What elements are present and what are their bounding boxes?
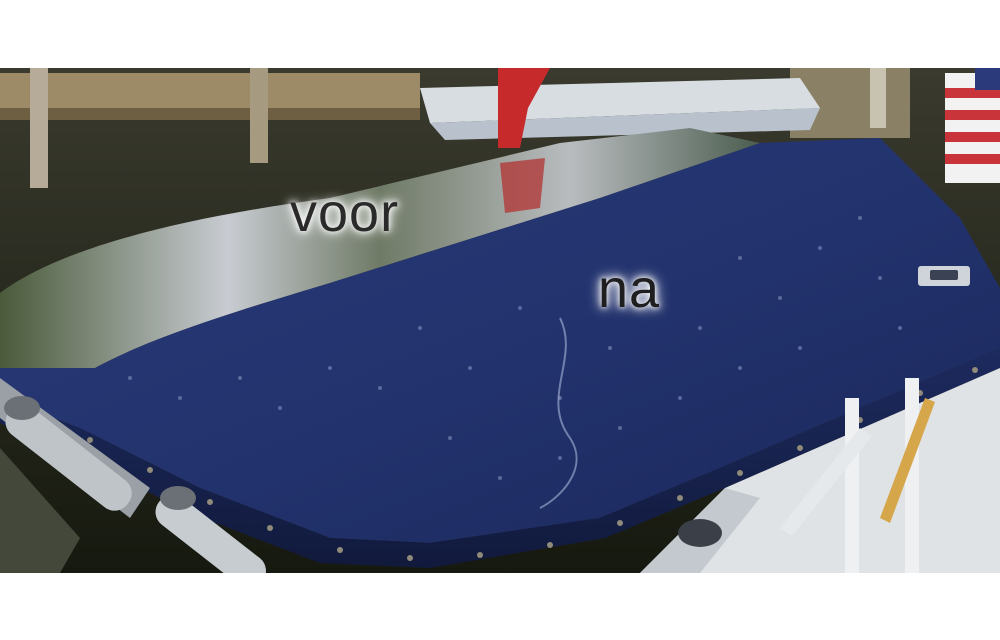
cover-snaps	[87, 367, 978, 561]
water-droplets	[128, 216, 902, 480]
boat-cover-photo	[0, 68, 1000, 573]
dock-deck	[0, 73, 420, 111]
us-flag	[945, 68, 1000, 183]
deck-fitting	[678, 519, 722, 547]
cleaned-cover-section	[0, 128, 760, 368]
rod-holders	[0, 378, 266, 573]
after-label: na	[598, 259, 661, 319]
red-flag	[498, 68, 550, 148]
boat-cover	[0, 138, 1000, 543]
cover-rim	[0, 348, 1000, 568]
before-label: voor	[290, 183, 400, 243]
